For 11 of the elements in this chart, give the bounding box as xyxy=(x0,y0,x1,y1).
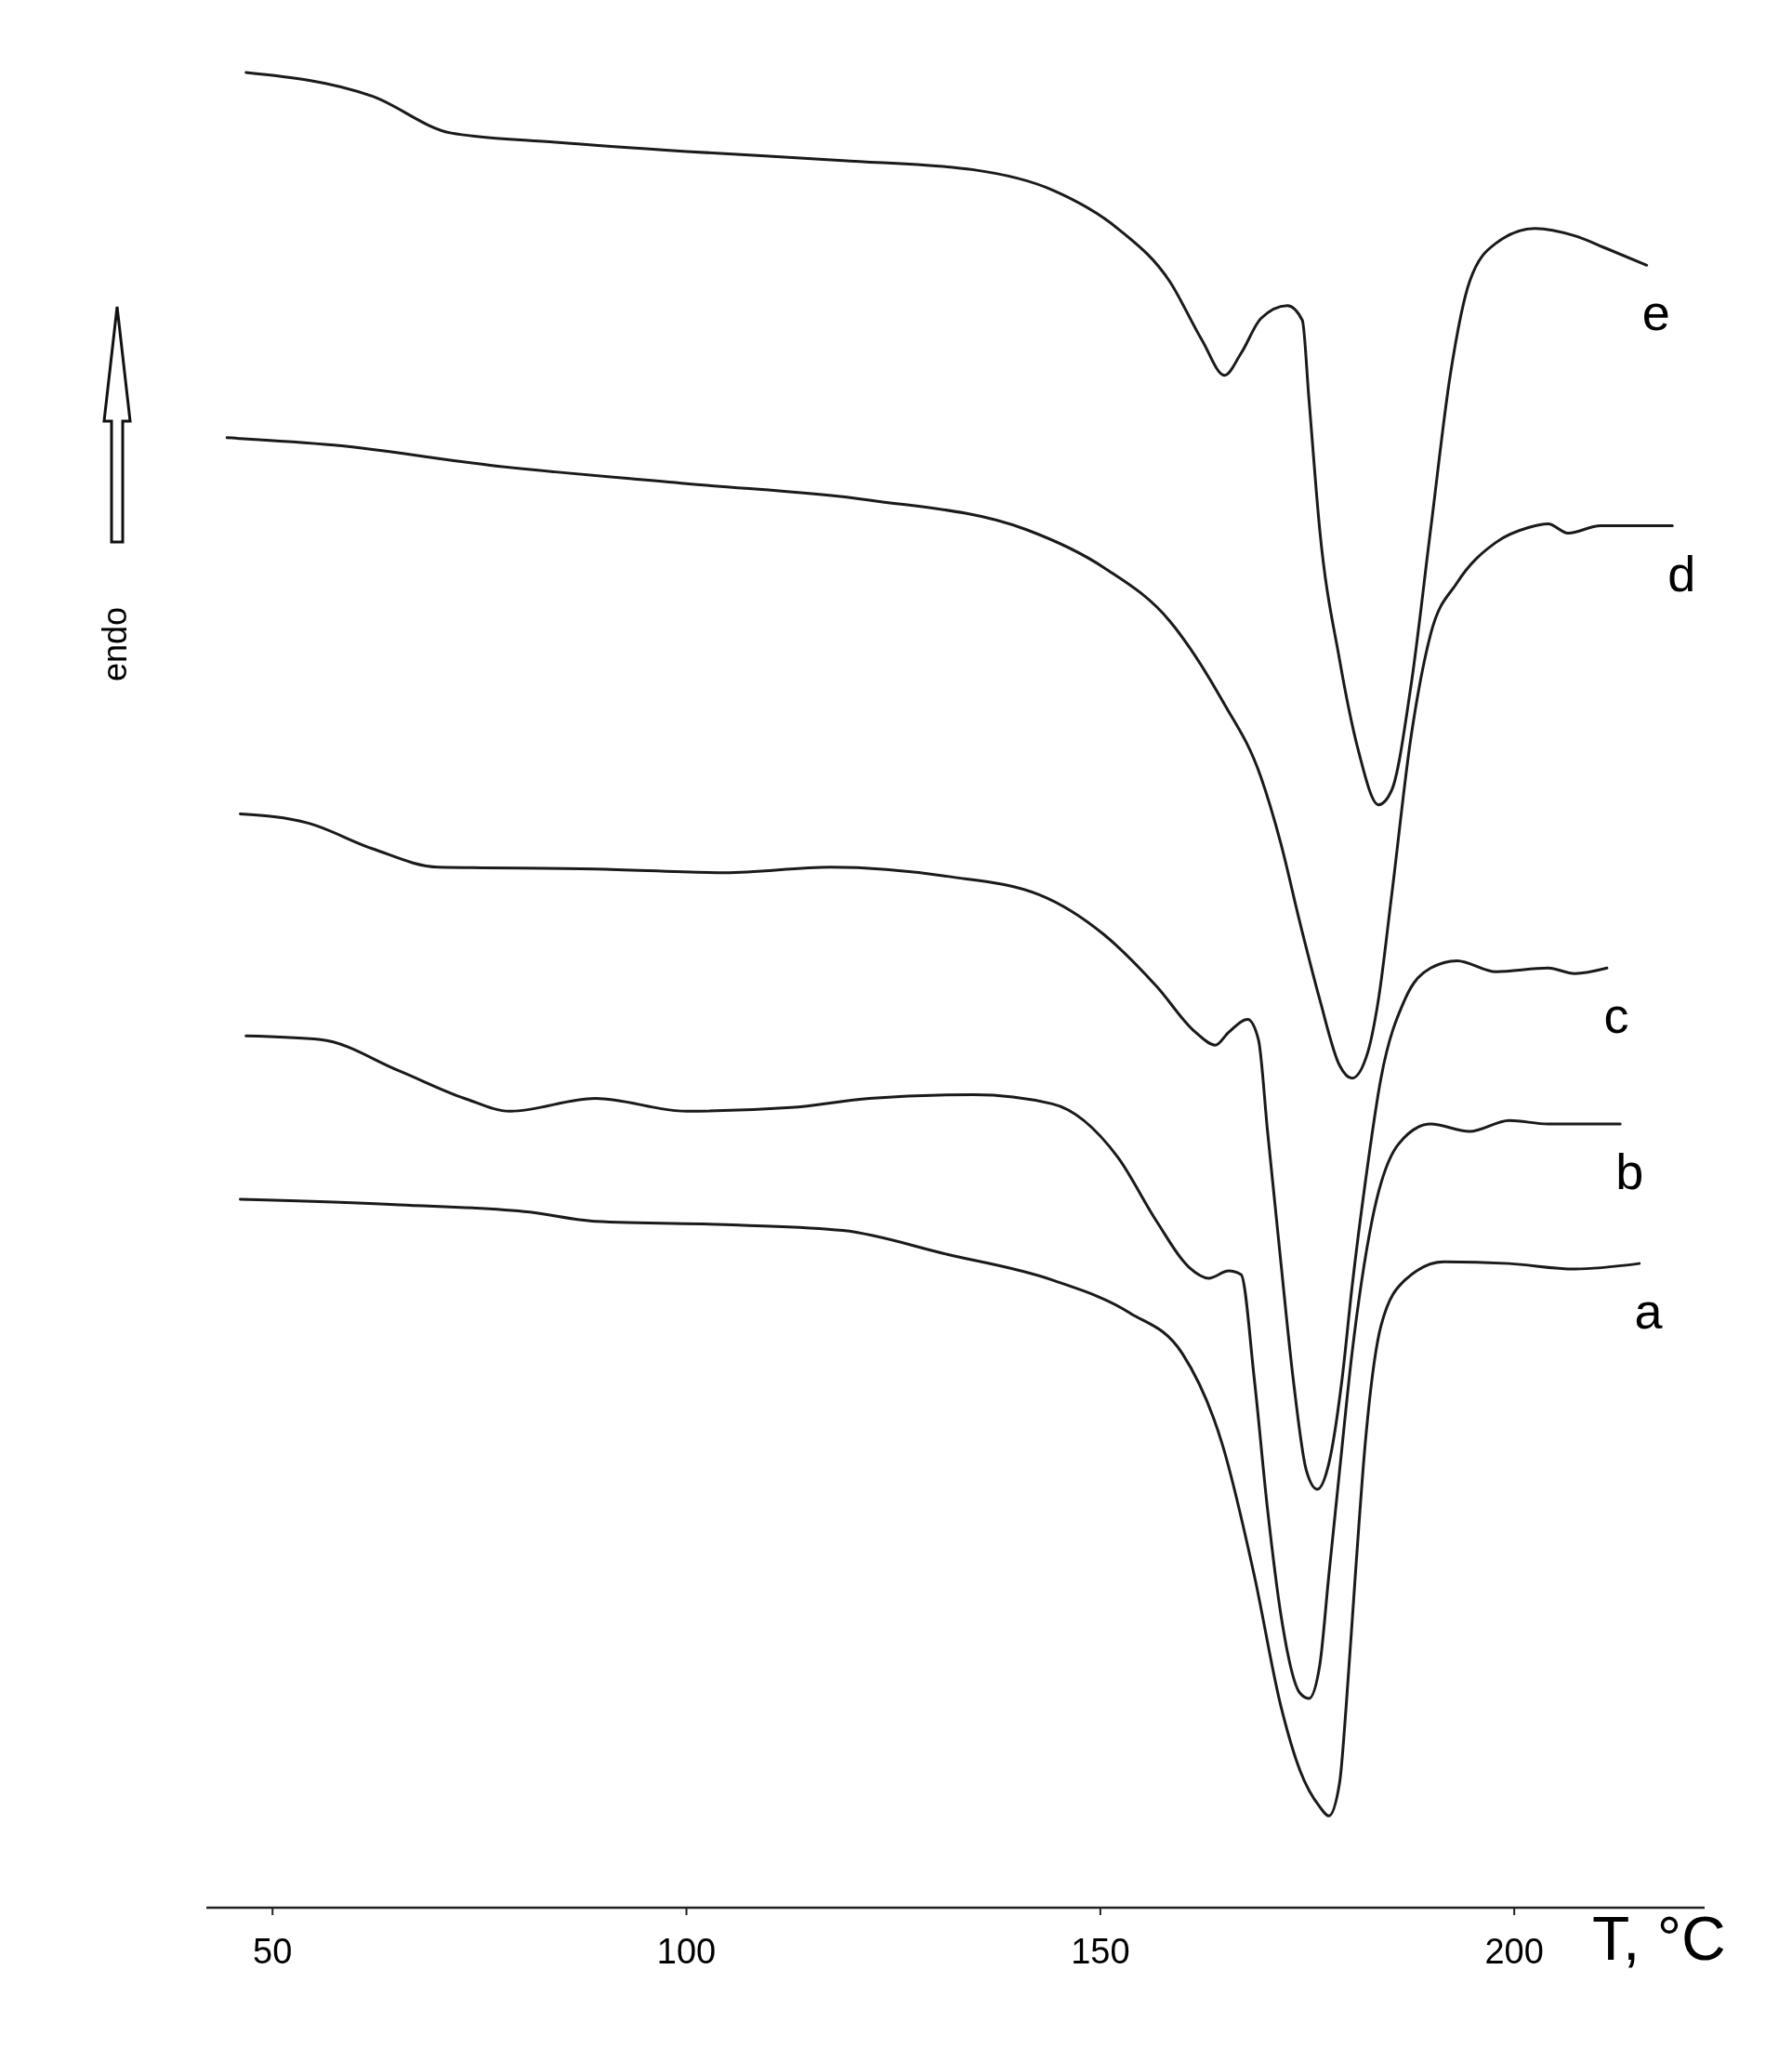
x-tick-label: 200 xyxy=(1484,1932,1544,1971)
x-tick-label: 150 xyxy=(1071,1932,1130,1971)
series-label: a xyxy=(1634,1283,1664,1340)
y-axis-title: endo xyxy=(96,606,134,681)
x-axis-title: T, °C xyxy=(1592,1904,1726,1973)
series-label: e xyxy=(1641,284,1670,341)
series-label: d xyxy=(1667,545,1696,601)
x-tick-label: 100 xyxy=(656,1932,717,1971)
x-tick-label: 50 xyxy=(253,1932,293,1971)
series-label: c xyxy=(1603,987,1629,1044)
series-label: b xyxy=(1615,1143,1644,1200)
